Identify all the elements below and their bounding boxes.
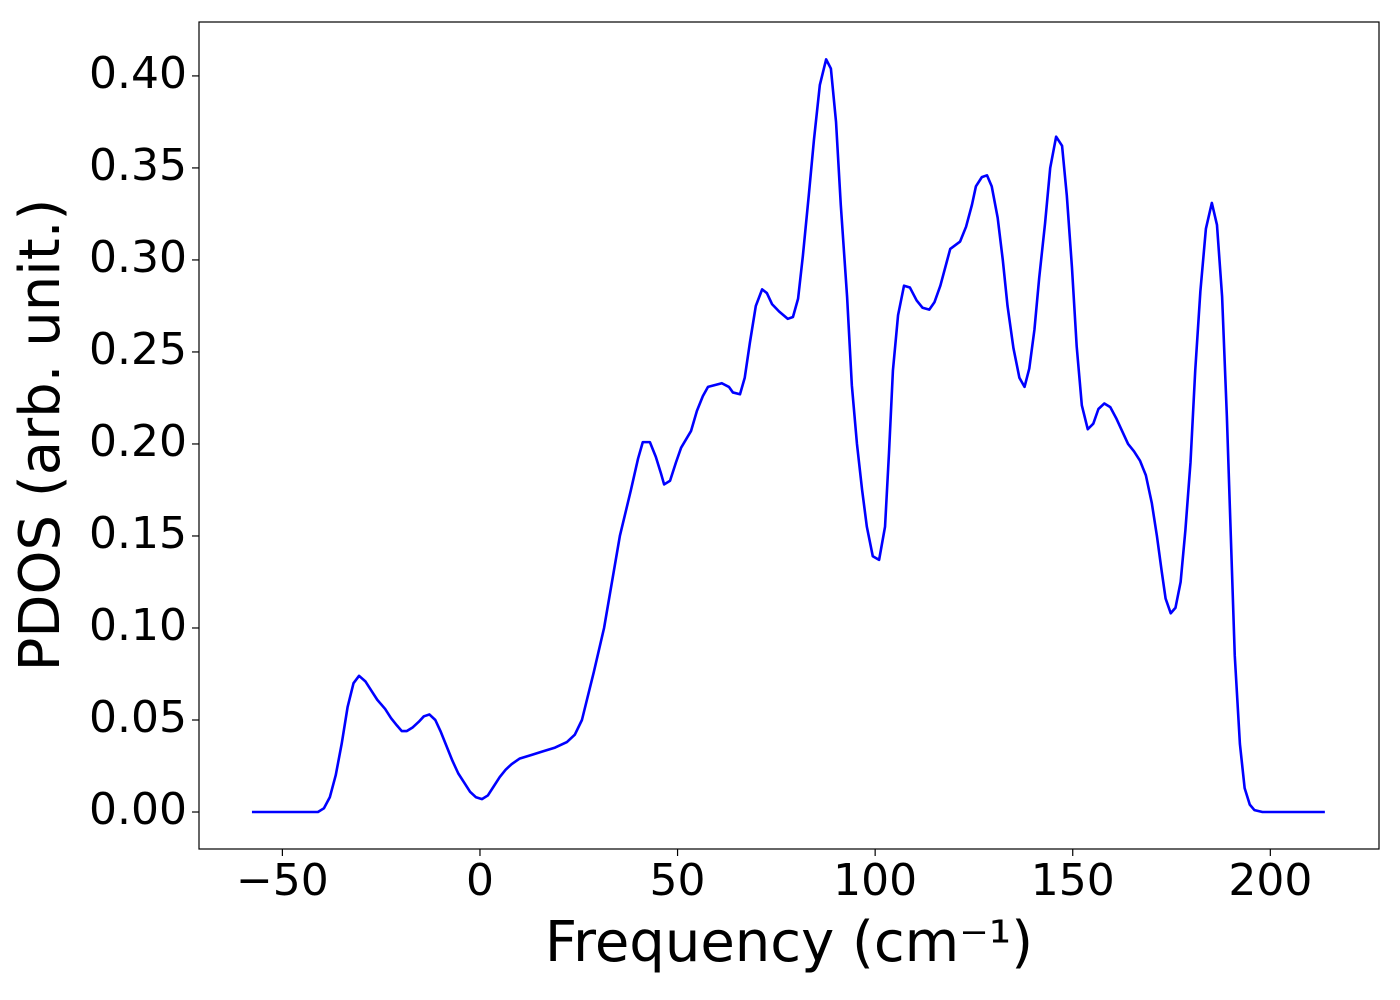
x-tick-label: 50 [650,855,706,906]
x-tick-label: 150 [1031,855,1115,906]
x-axis-label: Frequency (cm⁻¹) [545,910,1033,975]
y-tick-label: 0.10 [89,600,187,651]
y-tick-label: 0.05 [89,692,187,743]
y-tick-label: 0.25 [89,324,187,375]
y-tick-label: 0.20 [89,416,187,467]
x-tick-label: −50 [236,855,329,906]
data-line [251,58,1325,814]
y-tick-label: 0.35 [89,140,187,191]
y-tick-label: 0.40 [89,48,187,99]
x-tick-label: 100 [833,855,917,906]
y-axis-label: PDOS (arb. unit.) [8,199,73,672]
y-tick-label: 0.00 [89,784,187,835]
x-tick-label: 0 [466,855,494,906]
y-tick-label: 0.30 [89,232,187,283]
plot-frame [198,21,1380,850]
y-tick-label: 0.15 [89,508,187,559]
x-tick-label: 200 [1228,855,1312,906]
